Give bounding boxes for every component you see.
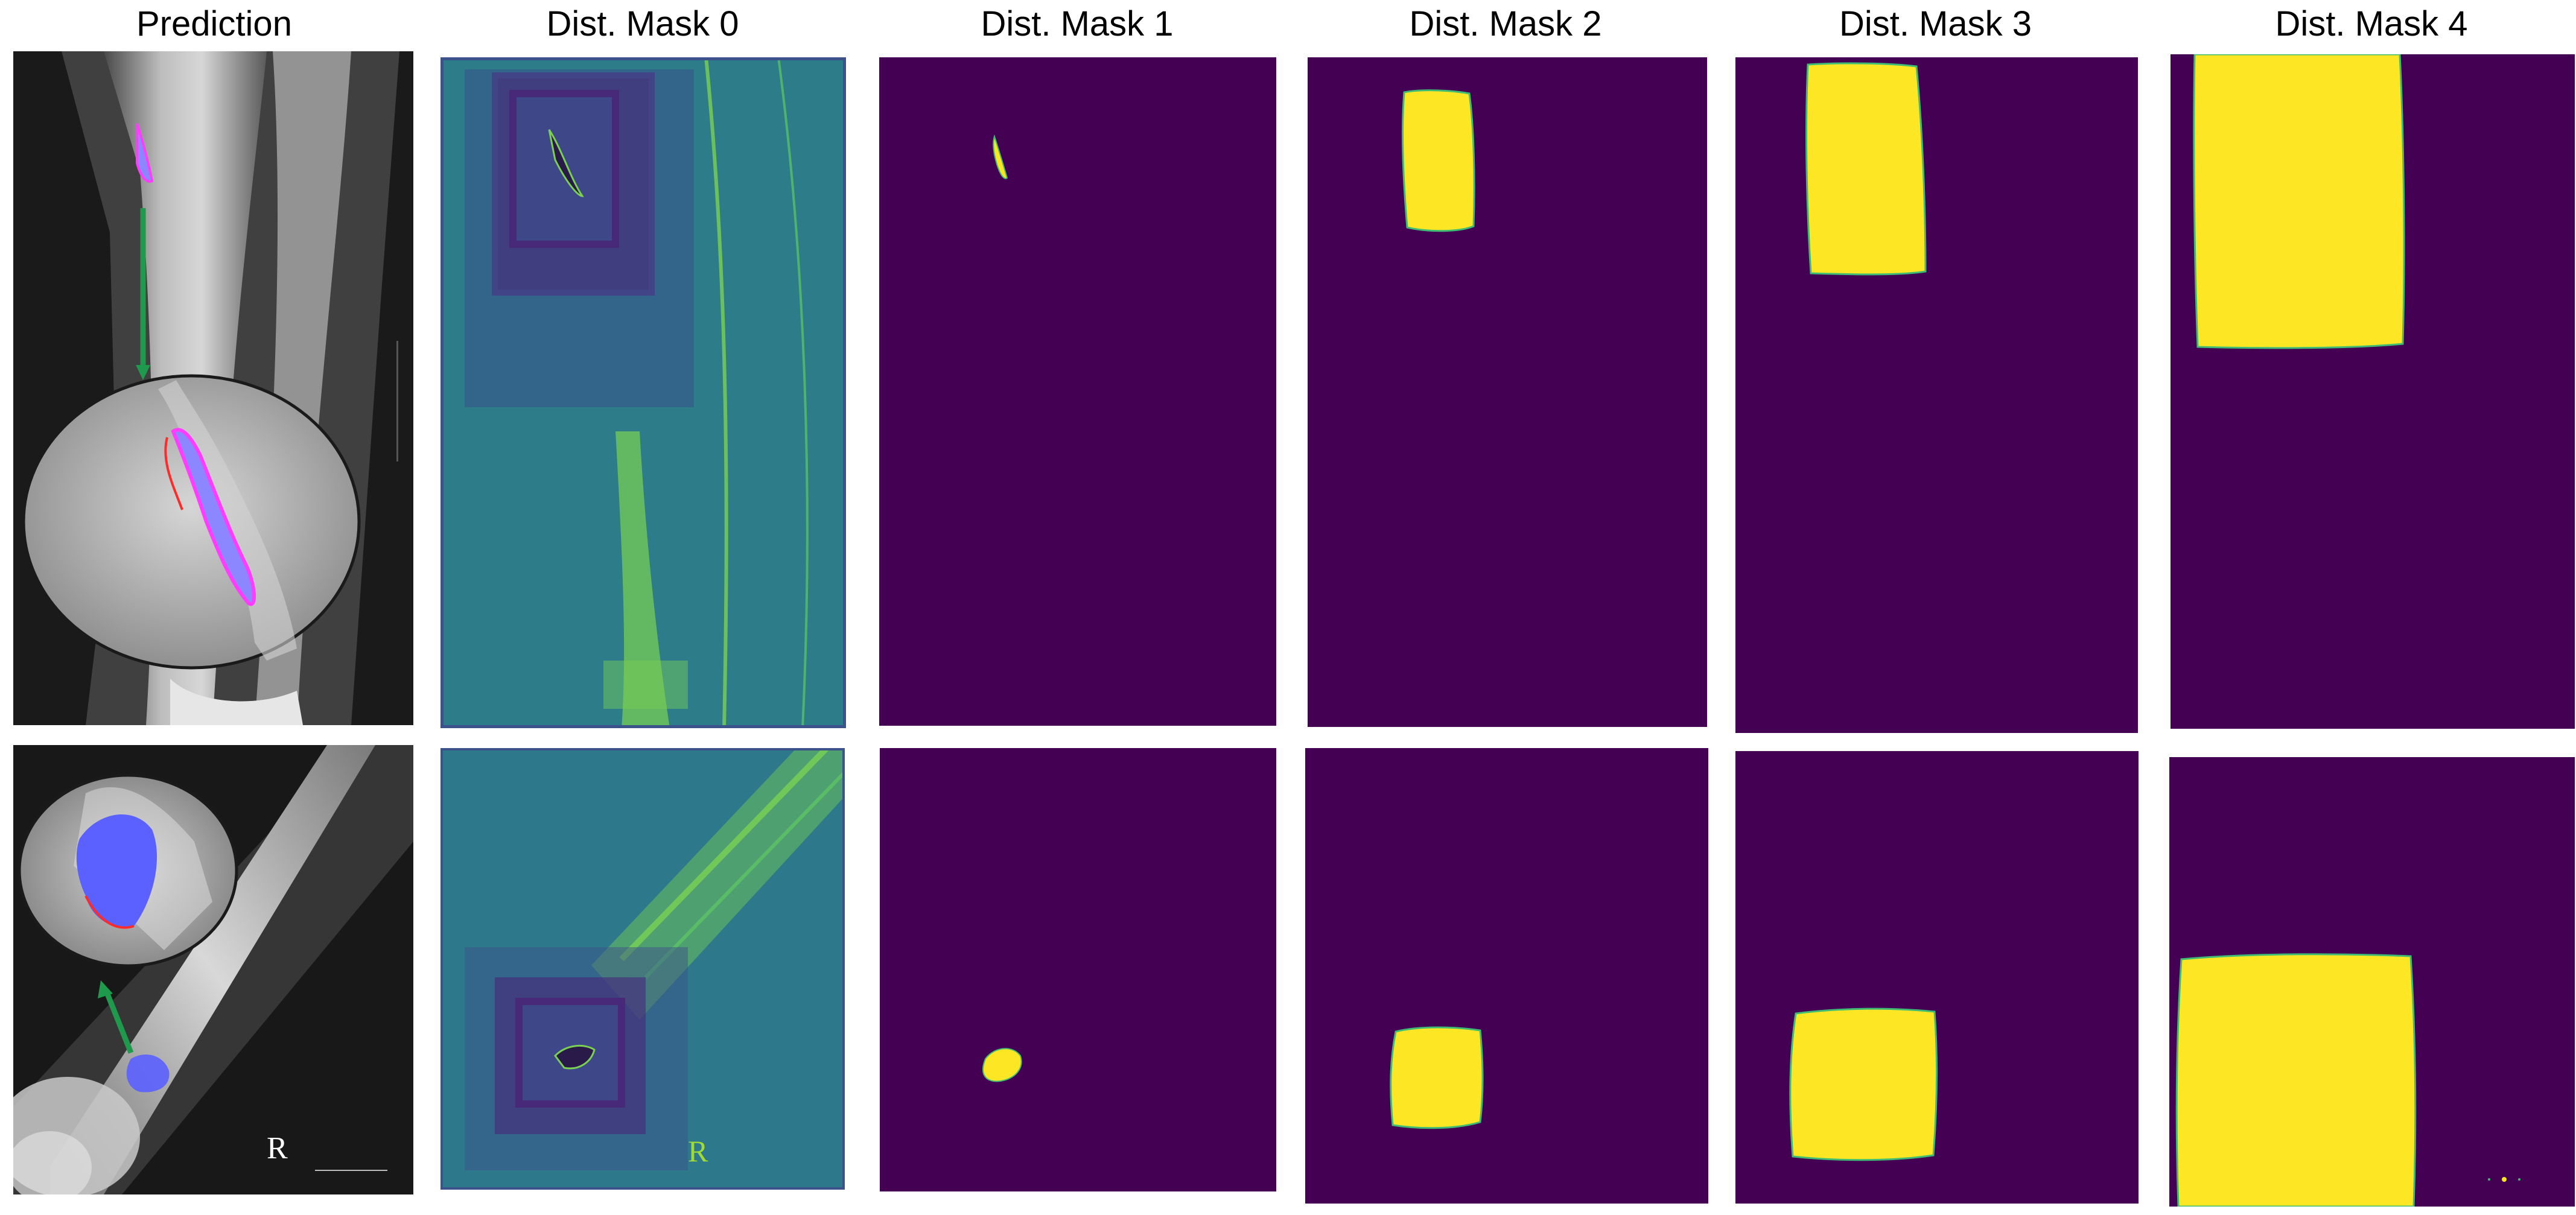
title-mask3: Dist. Mask 3 (1839, 4, 2032, 43)
side-marker-map: R (688, 1134, 708, 1168)
side-marker: R (267, 1131, 288, 1166)
title-mask0: Dist. Mask 0 (546, 4, 739, 43)
distance-map-row1 (440, 57, 846, 728)
title-prediction: Prediction (136, 4, 292, 43)
distance-mask2-row2 (1305, 748, 1708, 1204)
distance-mask2-row1 (1308, 57, 1707, 727)
distance-mask3-row1 (1735, 57, 2138, 733)
title-mask4: Dist. Mask 4 (2275, 4, 2468, 43)
prediction-xray-row2: R (13, 745, 413, 1194)
distance-map-row2: R (440, 748, 845, 1190)
distance-mask1-row1 (879, 57, 1276, 726)
title-mask2: Dist. Mask 2 (1409, 4, 1602, 43)
distance-mask4-row1 (2171, 54, 2575, 729)
distance-mask3-row2 (1735, 751, 2139, 1204)
distance-mask1-row2 (880, 748, 1276, 1191)
prediction-xray-row1 (13, 51, 413, 725)
title-mask1: Dist. Mask 1 (981, 4, 1174, 43)
distance-mask4-row2 (2169, 757, 2575, 1207)
